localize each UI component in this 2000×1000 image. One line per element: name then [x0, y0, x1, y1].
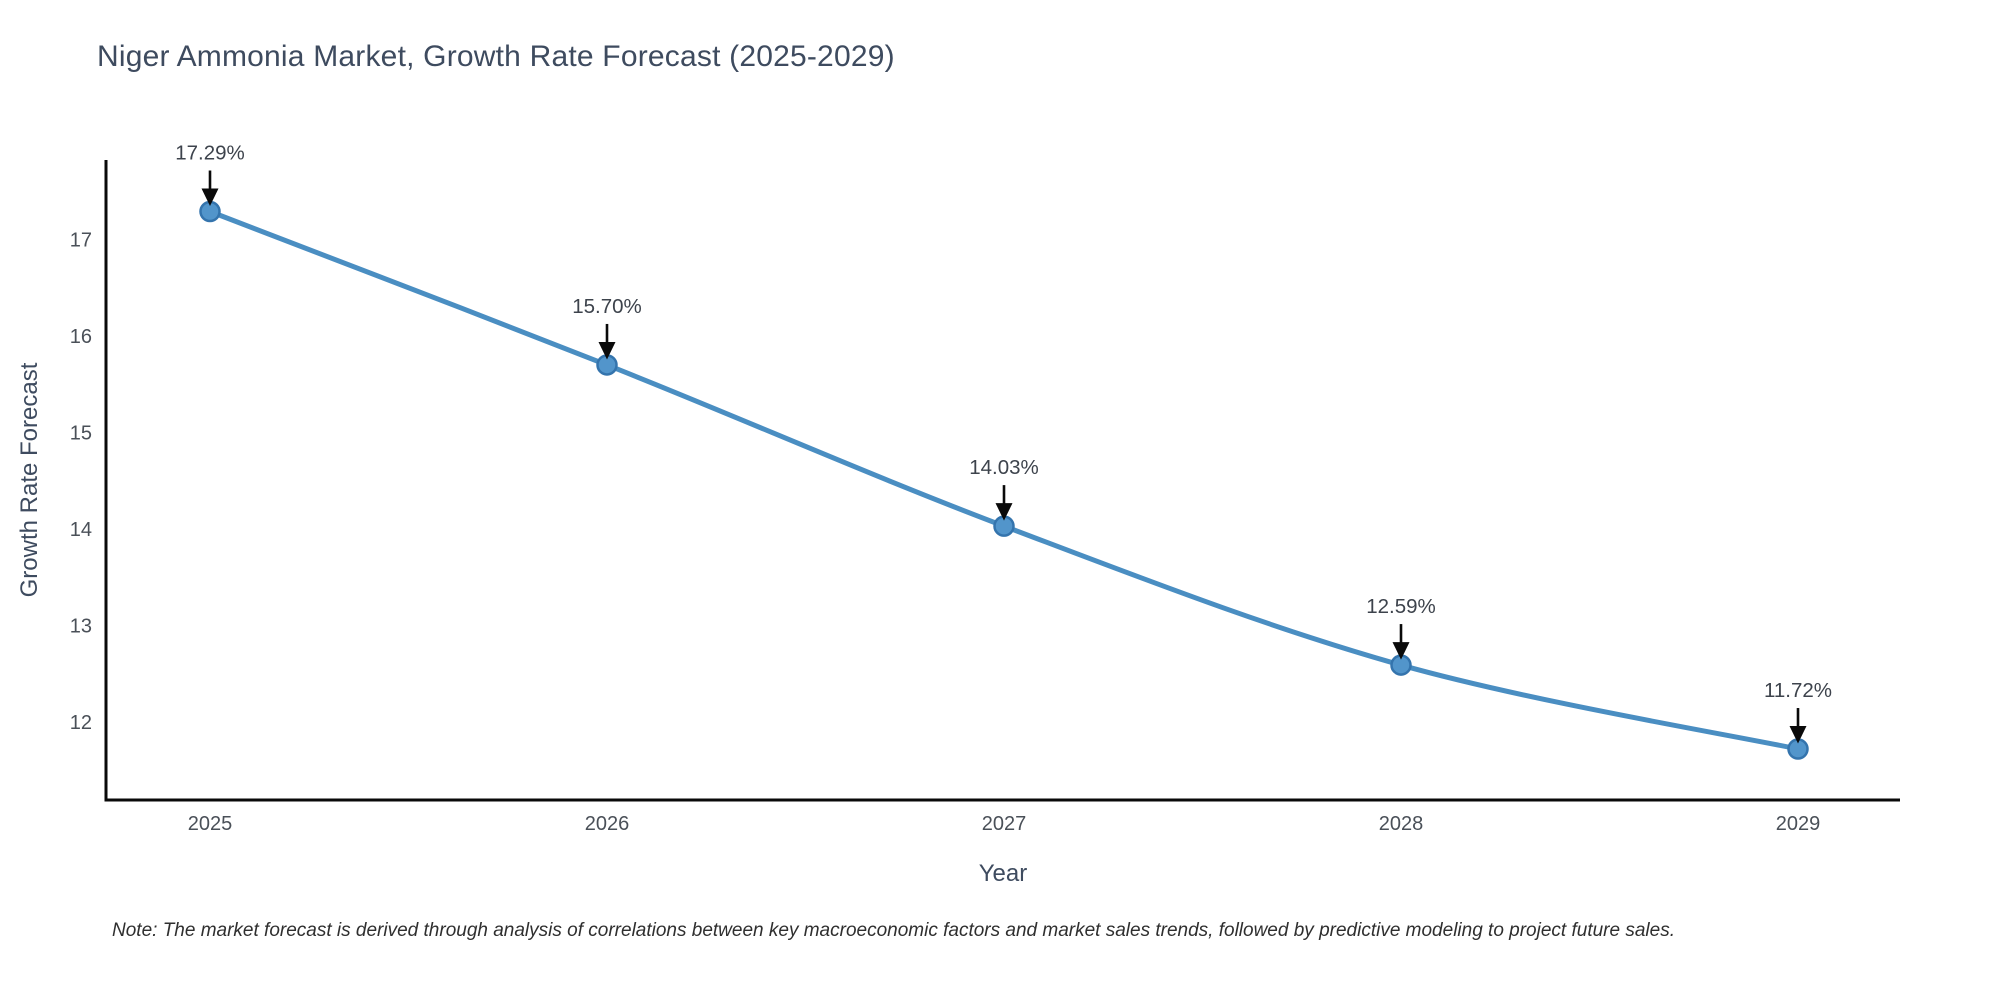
x-axis-title: Year	[978, 860, 1028, 887]
data-label-2029: 11.72%	[1764, 679, 1832, 702]
x-tick-label-2029: 2029	[1776, 813, 1821, 835]
data-label-2027: 14.03%	[969, 456, 1039, 479]
annotation-arrowhead-2025	[201, 188, 219, 207]
data-label-2026: 15.70%	[572, 295, 642, 318]
data-label-2025: 17.29%	[175, 142, 245, 165]
y-tick-label-13: 13	[70, 616, 92, 638]
y-tick-label-15: 15	[70, 423, 92, 445]
y-tick-label-14: 14	[70, 519, 92, 541]
annotation-arrowhead-2026	[598, 341, 616, 360]
y-tick-label-12: 12	[70, 712, 92, 734]
x-tick-label-2027: 2027	[982, 813, 1027, 835]
x-tick-label-2025: 2025	[188, 813, 233, 835]
annotation-arrowhead-2029	[1789, 726, 1807, 744]
annotation-arrowhead-2028	[1392, 642, 1410, 660]
y-tick-label-17: 17	[70, 230, 92, 252]
x-tick-label-2028: 2028	[1379, 813, 1424, 835]
y-tick-label-16: 16	[70, 326, 92, 348]
footnote: Note: The market forecast is derived thr…	[112, 920, 1675, 941]
chart-title: Niger Ammonia Market, Growth Rate Foreca…	[97, 40, 895, 73]
data-label-2028: 12.59%	[1366, 595, 1436, 618]
forecast-line	[207, 209, 1801, 752]
x-tick-label-2026: 2026	[585, 813, 630, 835]
annotation-arrowhead-2027	[995, 503, 1013, 521]
